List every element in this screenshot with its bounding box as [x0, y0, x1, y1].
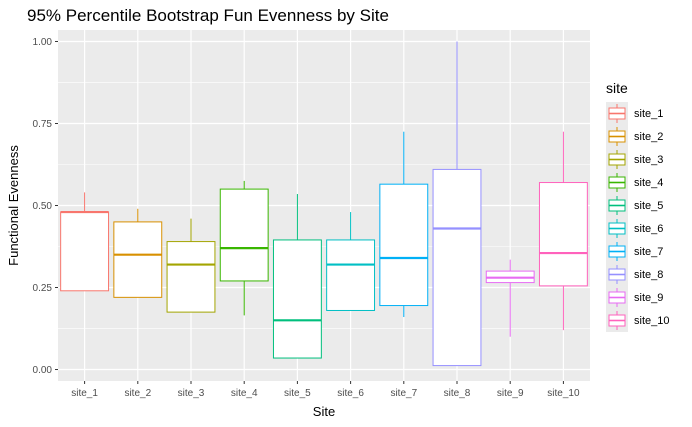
legend-key	[606, 171, 628, 194]
box-site_8	[432, 168, 482, 367]
chart-title: 95% Percentile Bootstrap Fun Evenness by…	[27, 6, 389, 25]
y-tick-label: 0.50	[33, 201, 53, 212]
box-site_7	[379, 183, 429, 307]
y-tick-label: 0.75	[33, 119, 53, 130]
box-site_6	[326, 239, 376, 311]
legend-label: site_5	[634, 199, 664, 212]
legend-item: site_6	[606, 217, 669, 240]
legend-key	[606, 125, 628, 148]
legend-title: site	[606, 80, 628, 96]
legend-item: site_2	[606, 125, 669, 148]
legend-item: site_3	[606, 148, 669, 171]
legend-label: site_3	[634, 153, 664, 166]
legend-key	[606, 102, 628, 125]
legend-label: site_7	[634, 245, 664, 258]
legend-item: site_5	[606, 194, 669, 217]
legend-label: site_1	[634, 107, 664, 120]
x-tick-label: site_1	[71, 388, 98, 399]
x-tick-label: site_7	[390, 388, 417, 399]
box-site_3	[166, 241, 216, 313]
x-tick-label: site_5	[284, 388, 311, 399]
legend-label: site_6	[634, 222, 664, 235]
box-site_1	[60, 211, 110, 292]
legend-item: site_8	[606, 263, 669, 286]
x-tick-label: site_3	[178, 388, 205, 399]
y-tick-label: 0.25	[33, 283, 53, 294]
legend-item: site_7	[606, 240, 669, 263]
y-tick-label: 1.00	[33, 37, 53, 48]
legend-label: site_9	[634, 291, 664, 304]
x-tick-label: site_10	[547, 388, 580, 399]
legend-item: site_4	[606, 171, 669, 194]
x-tick-label: site_2	[124, 388, 151, 399]
box-site_5	[272, 239, 322, 359]
box-site_4	[219, 188, 269, 282]
box-site_10	[538, 182, 588, 287]
legend-key	[606, 263, 628, 286]
legend-label: site_4	[634, 176, 664, 189]
x-tick-label: site_6	[337, 388, 364, 399]
x-tick-label: site_9	[497, 388, 524, 399]
legend-label: site_8	[634, 268, 664, 281]
legend-key	[606, 286, 628, 309]
legend-key	[606, 194, 628, 217]
legend-label: site_2	[634, 130, 664, 143]
legend: site site_1 site_2 site_3 site_4 site_5 site_…	[606, 80, 669, 332]
legend-key	[606, 240, 628, 263]
legend-key	[606, 309, 628, 332]
x-axis-label: Site	[313, 404, 335, 419]
legend-key	[606, 148, 628, 171]
legend-item: site_1	[606, 102, 669, 125]
y-tick-label: 0.00	[33, 365, 53, 376]
x-tick-label: site_8	[444, 388, 471, 399]
y-axis-label: Functional Evenness	[6, 145, 21, 266]
legend-label: site_10	[634, 314, 670, 327]
legend-item: site_9	[606, 286, 669, 309]
x-tick-label: site_4	[231, 388, 258, 399]
box-site_2	[113, 221, 163, 298]
legend-key	[606, 217, 628, 240]
legend-item: site_10	[606, 309, 669, 332]
